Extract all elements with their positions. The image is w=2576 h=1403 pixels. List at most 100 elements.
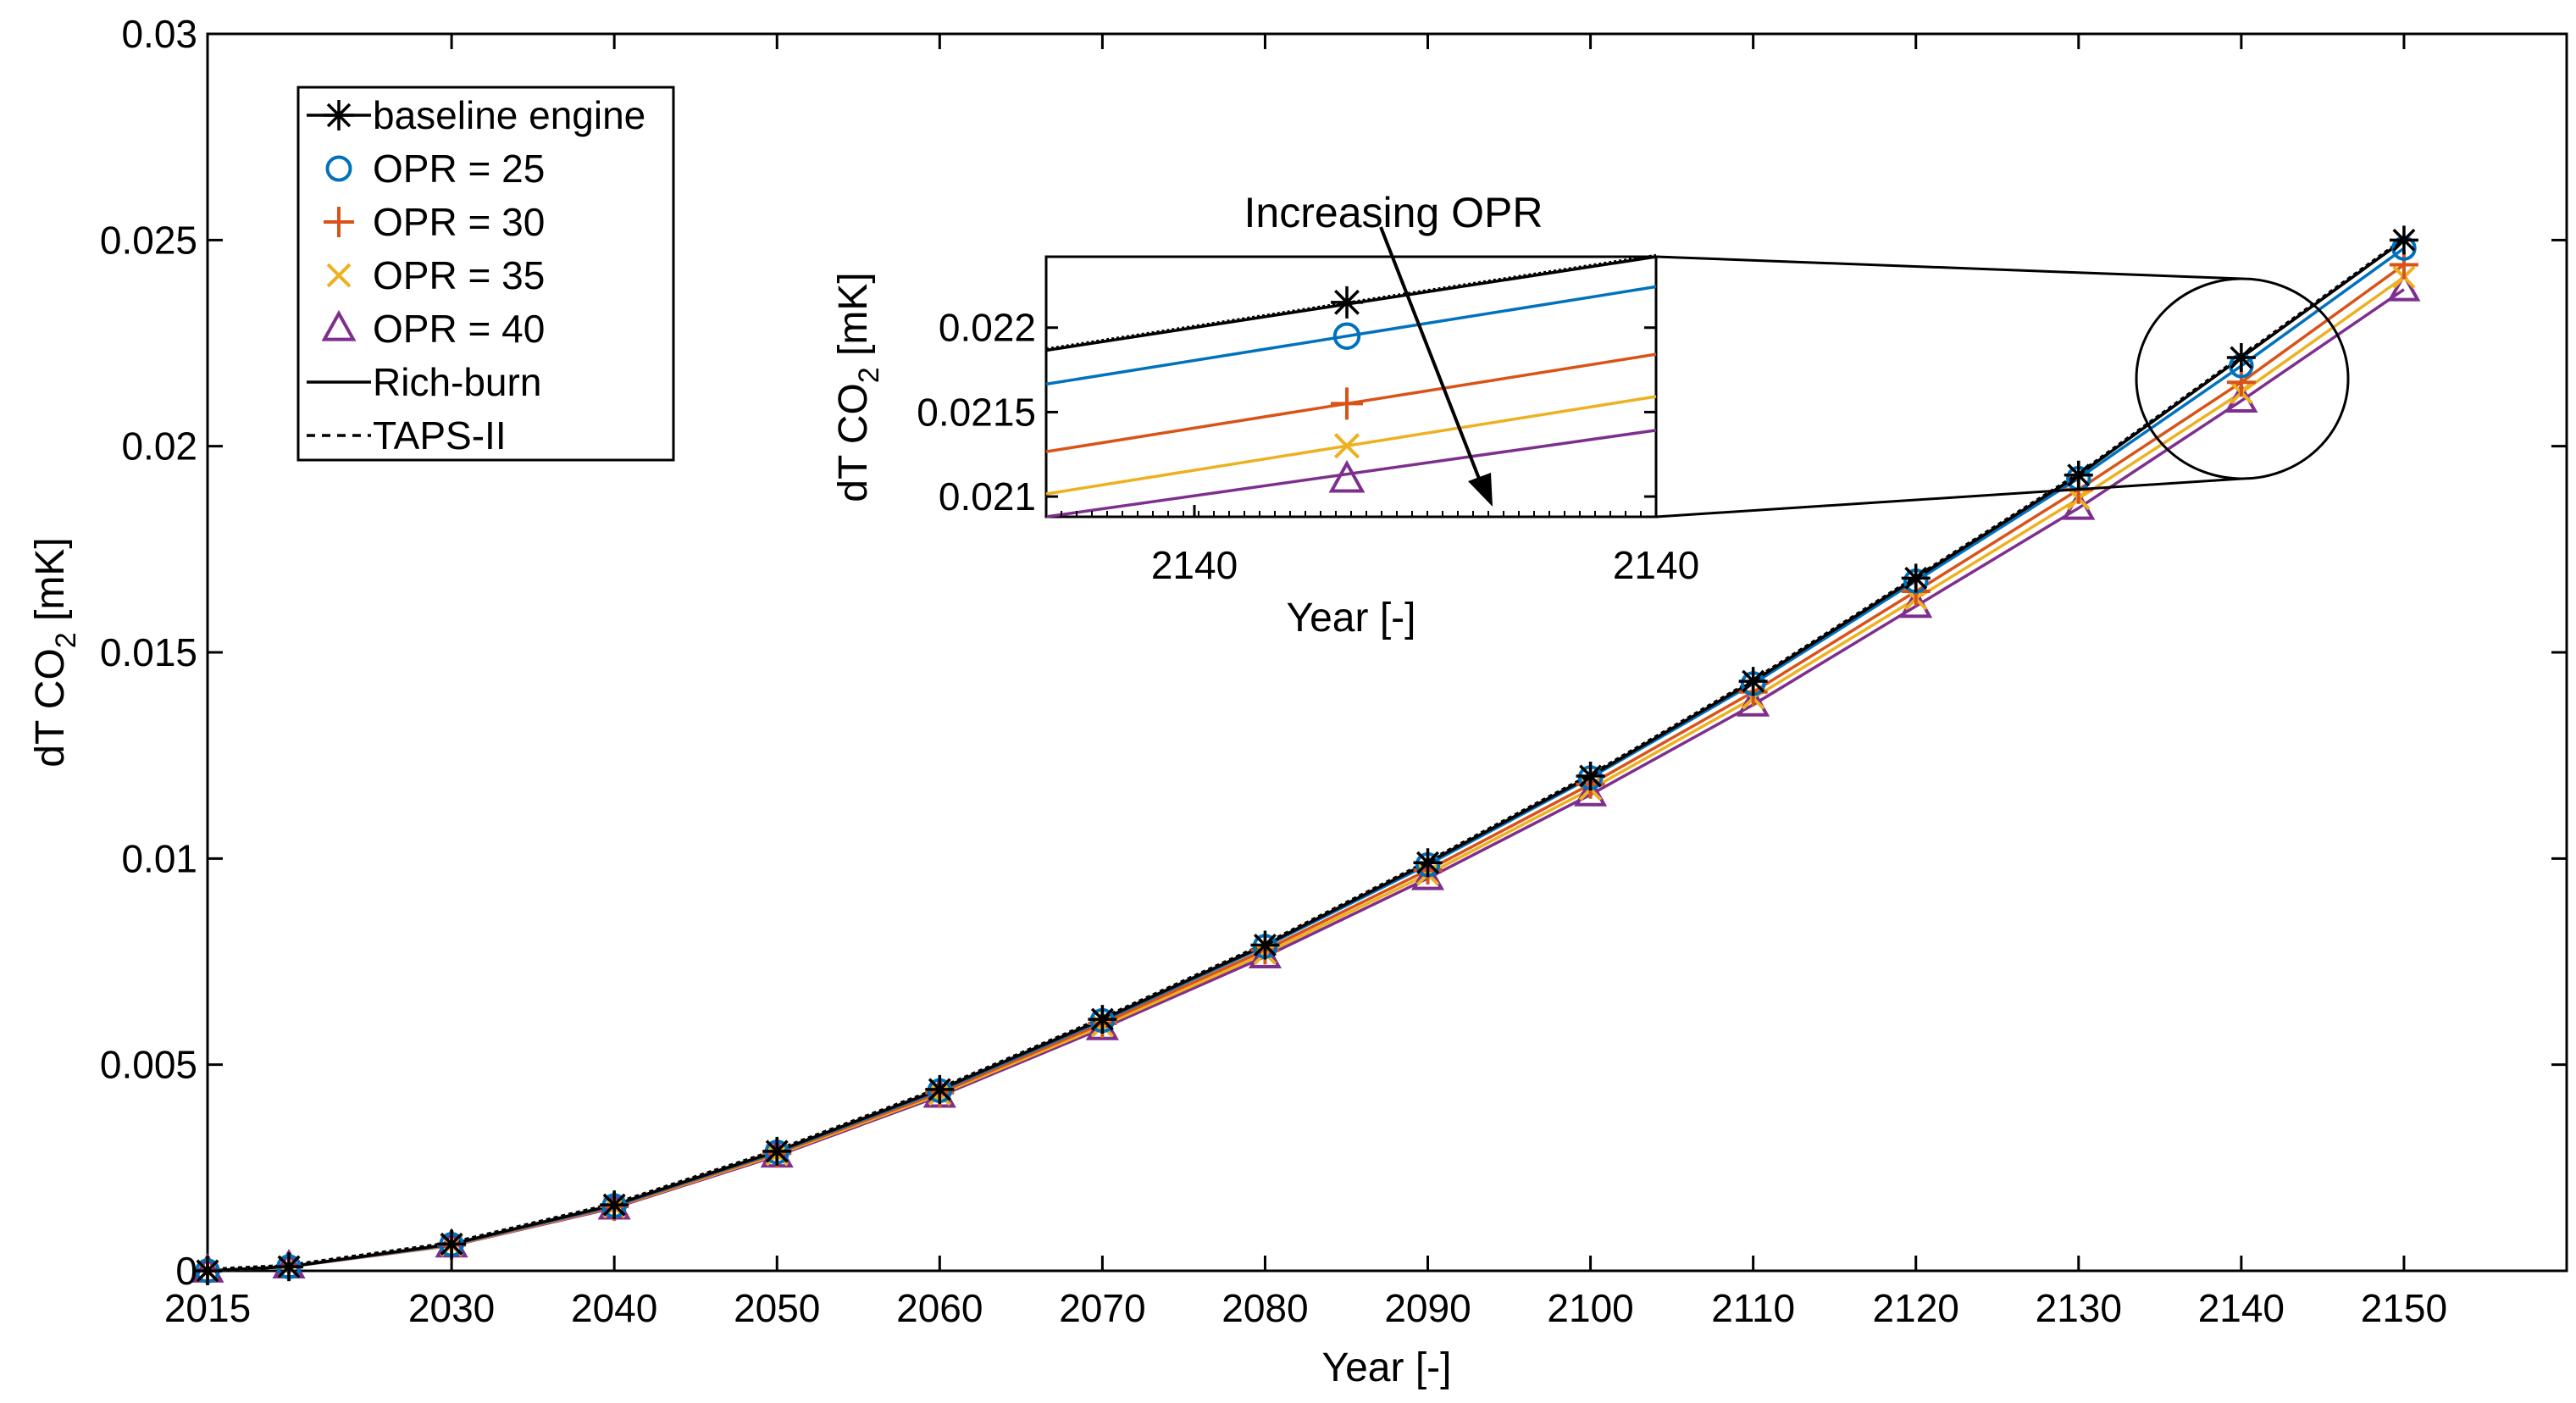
series-4-point-9 — [1574, 776, 1608, 807]
series-0-point-13-shape — [2226, 343, 2256, 373]
series-2-point-13-shape — [2226, 368, 2256, 397]
x-axis-label: Year [-] — [1322, 1345, 1452, 1390]
legend-label-1: OPR = 25 — [373, 147, 545, 191]
legend-marker-0-shape — [324, 100, 354, 130]
annotation-arrowhead — [1468, 473, 1493, 507]
series-0-point-12-shape — [2064, 460, 2093, 490]
series-0-point-11-shape — [1901, 563, 1931, 593]
legend-marker-0 — [324, 100, 354, 130]
legend-marker-1 — [325, 155, 352, 182]
x-tick-label-6: 2080 — [1222, 1286, 1308, 1330]
series-2-point-14 — [2389, 250, 2418, 280]
legend-box — [296, 86, 675, 462]
series-2-point-14-shape — [2389, 250, 2418, 280]
series-0-point-10 — [1738, 667, 1768, 696]
legend-marker-2-shape — [324, 207, 354, 237]
inset-plot-area — [1044, 255, 1658, 518]
y-tick-label-2: 0.01 — [121, 836, 197, 880]
inset-y-axis-label: dT CO2 [mK] — [831, 272, 885, 502]
series-0-point-9-shape — [1576, 762, 1605, 790]
series-4-point-10-shape — [1737, 686, 1770, 717]
legend-marker-4-shape — [321, 309, 357, 341]
series-4-point-14 — [2387, 271, 2421, 302]
x-tick-label-1: 2030 — [408, 1286, 495, 1330]
inset-y-tick-label-0: 0.021 — [939, 474, 1036, 518]
inset-point-4 — [1328, 460, 1366, 493]
y-axis: 0 0.005 0.01 0.015 0.02 0.025 0.03 — [100, 12, 2567, 1293]
zoom-callout — [1655, 255, 2350, 518]
y-axis-label: dT CO2 [mK] — [28, 537, 82, 767]
series-0-point-8 — [1413, 848, 1443, 878]
series-4-point-8-shape — [1410, 860, 1445, 890]
inset-point-3-shape — [1333, 433, 1360, 459]
series-0-point-5 — [925, 1074, 955, 1104]
x-tick-label-7: 2090 — [1384, 1286, 1471, 1330]
series-layer — [191, 225, 2421, 1285]
x-tick-label-2: 2040 — [571, 1286, 657, 1330]
legend-marker-3-shape — [326, 263, 352, 288]
annotation-arrow — [1379, 226, 1484, 488]
series-2-point-13 — [2226, 368, 2256, 397]
series-0-point-2 — [437, 1229, 467, 1259]
series-0-point-7 — [1250, 930, 1280, 960]
series-0-point-3 — [600, 1190, 629, 1220]
inset-point-3 — [1333, 433, 1360, 459]
legend-marker-3 — [326, 263, 352, 288]
inset-plot: 0.021 0.0215 0.022 2140 2140 Year [-] dT CO2… — [831, 189, 1699, 640]
series-0-point-13 — [2226, 343, 2256, 373]
inset-x-tick-label-1: 2140 — [1613, 543, 1699, 587]
y-tick-label-3: 0.015 — [100, 630, 197, 674]
legend-style-label-0: Rich-burn — [373, 360, 541, 404]
y-tick-label-6: 0.03 — [121, 12, 197, 56]
series-0-point-6 — [1088, 1005, 1117, 1034]
series-4-point-8 — [1410, 860, 1445, 890]
series-0-point-4 — [762, 1136, 792, 1166]
series-4-point-10 — [1737, 686, 1770, 717]
inset-y-tick-label-2: 0.022 — [939, 306, 1036, 350]
inset-series-layer — [1045, 253, 1657, 518]
x-tick-label-0: 2015 — [164, 1286, 251, 1330]
inset-point-1 — [1332, 322, 1361, 350]
x-tick-label-10: 2120 — [1873, 1286, 1959, 1330]
inset-axes: 0.021 0.0215 0.022 2140 2140 — [917, 306, 1699, 587]
inset-line-3 — [1045, 395, 1657, 496]
legend-label-0: baseline engine — [373, 93, 645, 137]
inset-x-tick-label-0: 2140 — [1151, 543, 1238, 587]
series-0-point-6-shape — [1088, 1005, 1117, 1034]
series-4-point-14-shape — [2387, 271, 2421, 302]
inset-point-0 — [1331, 286, 1363, 319]
x-axis: 2015 2030 2040 2050 2060 2070 2080 2090 2100 2110… — [164, 34, 2447, 1330]
series-0-point-10-shape — [1738, 667, 1768, 696]
x-tick-label-12: 2140 — [2198, 1286, 2285, 1330]
x-tick-label-8: 2100 — [1547, 1286, 1633, 1330]
inset-x-axis-label: Year [-] — [1287, 596, 1416, 640]
legend-label-3: OPR = 35 — [373, 253, 545, 297]
series-0-point-9 — [1576, 762, 1605, 790]
legend-marker-4 — [321, 309, 357, 341]
x-tick-label-13: 2150 — [2361, 1286, 2447, 1330]
inset-point-0-shape — [1331, 286, 1363, 319]
inset-point-4-shape — [1328, 460, 1366, 493]
x-tick-label-4: 2060 — [896, 1286, 983, 1330]
y-tick-label-0: 0 — [175, 1249, 197, 1293]
x-tick-label-3: 2050 — [734, 1286, 820, 1330]
inset-point-2-shape — [1331, 387, 1363, 420]
legend-style-label-1: TAPS-II — [373, 413, 507, 458]
legend-marker-1-shape — [325, 155, 352, 182]
legend-label-2: OPR = 30 — [373, 200, 545, 244]
series-0-point-3-shape — [600, 1190, 629, 1220]
y-tick-label-1: 0.005 — [100, 1043, 197, 1087]
zoom-connector-bottom — [1655, 477, 2243, 518]
x-tick-label-9: 2110 — [1711, 1286, 1795, 1330]
inset-line-taps-ii — [1045, 253, 1657, 350]
annotation-increasing-opr: Increasing OPR — [1244, 189, 1543, 236]
y-tick-label-5: 0.025 — [100, 218, 197, 262]
series-0-point-5-shape — [925, 1074, 955, 1104]
series-0-point-2-shape — [437, 1229, 467, 1259]
inset-point-2 — [1331, 387, 1363, 420]
inset-y-tick-label-1: 0.0215 — [917, 390, 1036, 434]
legend-marker-2 — [324, 207, 354, 237]
series-0-point-4-shape — [762, 1136, 792, 1166]
series-0-point-14-shape — [2389, 225, 2418, 255]
